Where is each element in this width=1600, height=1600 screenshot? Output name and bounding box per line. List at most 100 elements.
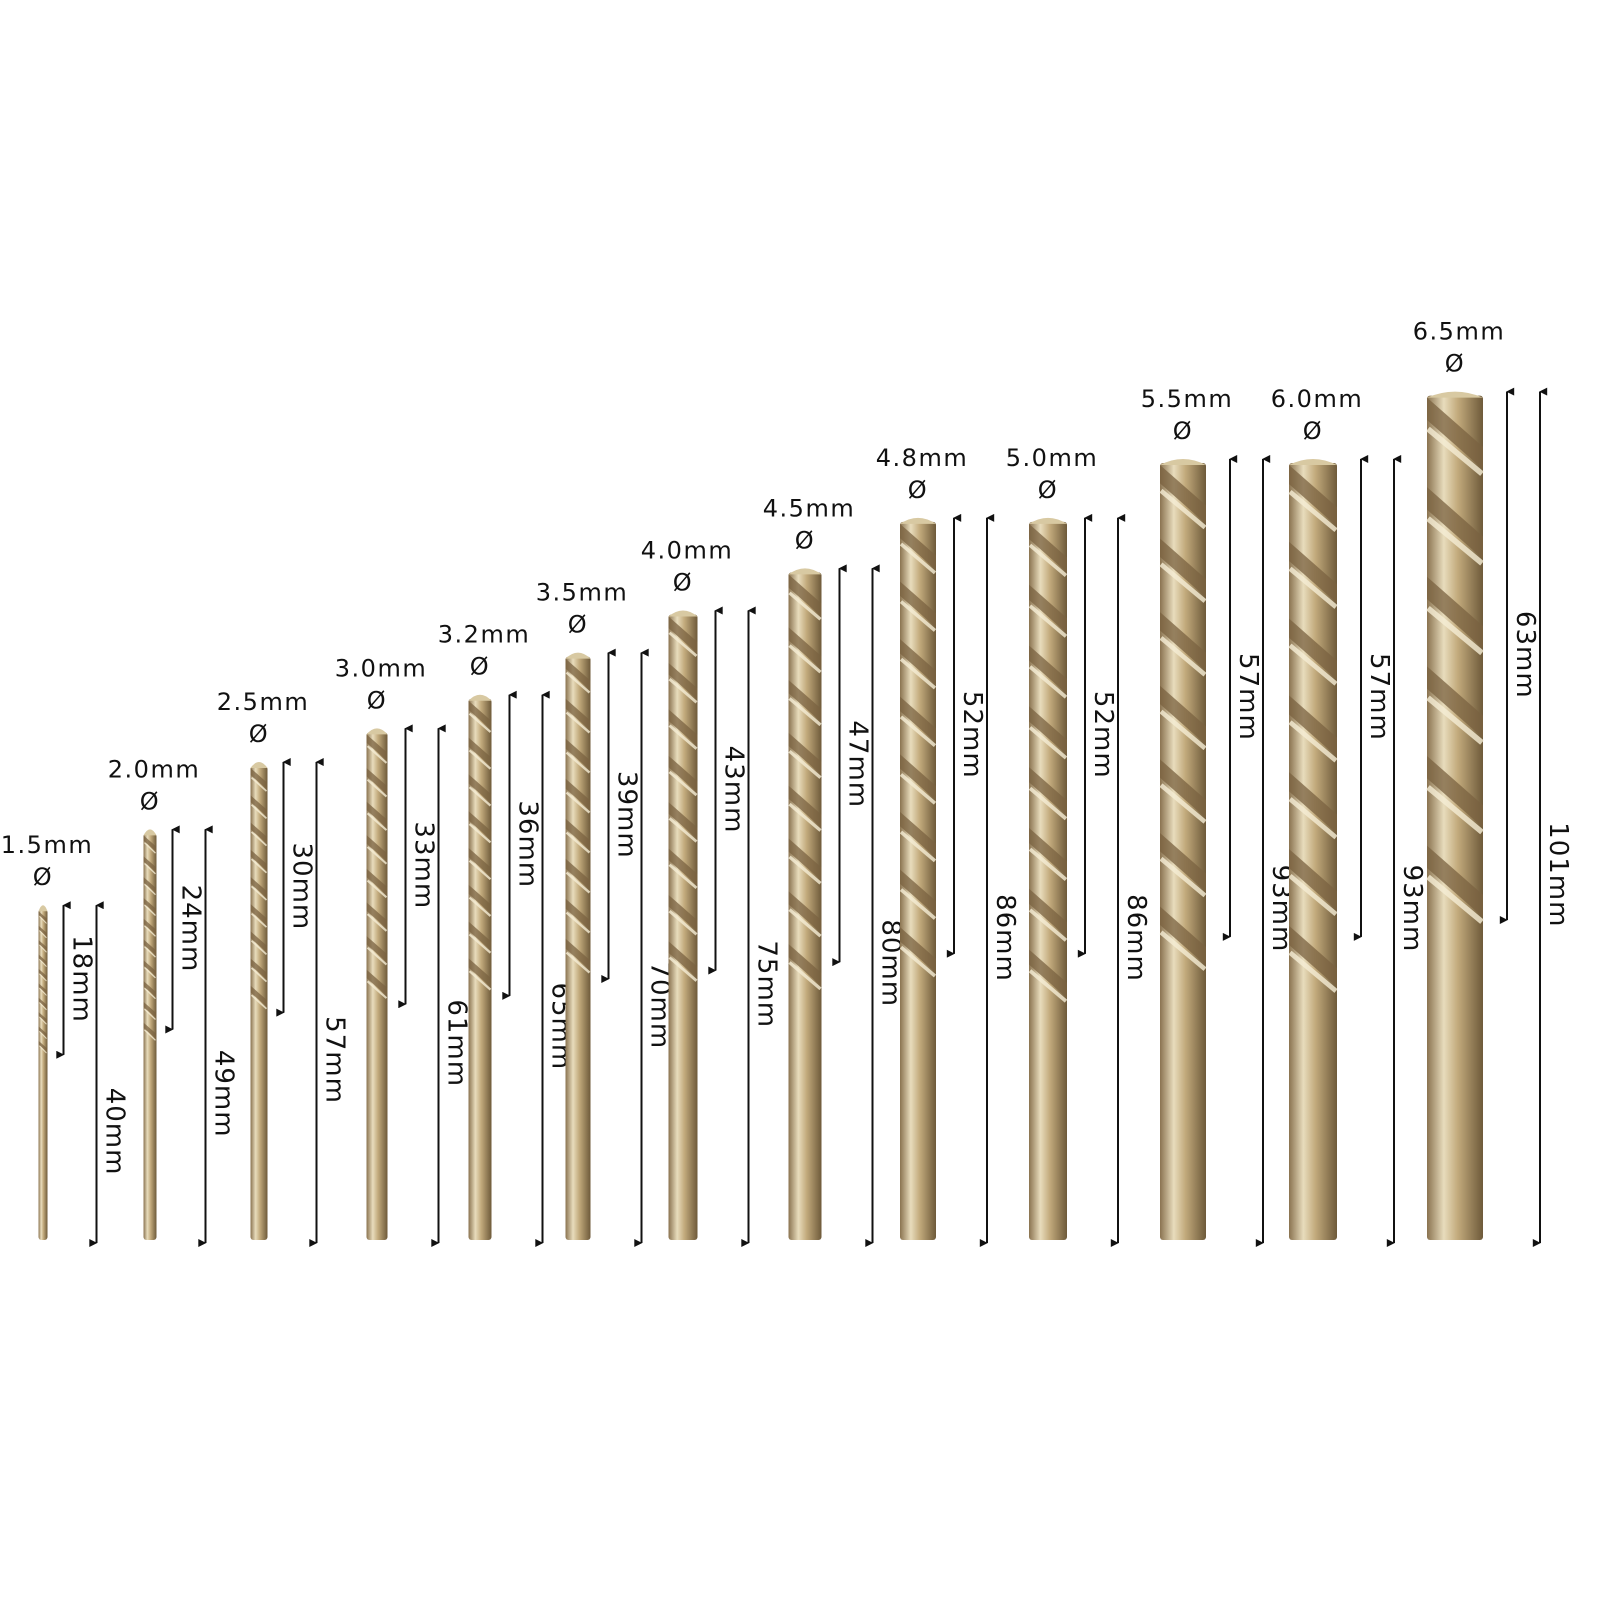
drill-bit-flute-highlight: [899, 945, 937, 978]
drill-bit-flute: [1160, 538, 1206, 598]
drill-bit-flute: [1029, 706, 1067, 755]
drill-bit-flute-highlight: [39, 959, 47, 967]
drill-bit-flute: [366, 734, 388, 762]
diameter-label: 2.0mm: [108, 755, 200, 783]
diameter-label: 5.5mm: [1141, 385, 1233, 413]
drill-bit-flute: [38, 925, 48, 938]
drill-bit-flute-highlight: [788, 697, 822, 727]
diameter-label: 6.0mm: [1271, 385, 1363, 413]
drill-bit-flute-highlight: [250, 940, 268, 956]
total-length-label: 61mm: [442, 999, 472, 1087]
drill-bit-flute-highlight: [668, 724, 698, 750]
drill-bit-flute: [1427, 397, 1483, 470]
drill-bit-flute: [565, 778, 591, 811]
drill-bit-tip: [38, 905, 48, 912]
drill-bit-flute-highlight: [565, 671, 591, 694]
drill-bit-flute-highlight: [1159, 488, 1207, 530]
drill-bit-flute: [900, 639, 936, 686]
drill-bit-flute-highlight: [1288, 873, 1338, 917]
drill-bit-flute: [1029, 949, 1067, 999]
drill-bit-flute-highlight: [144, 842, 156, 854]
drill-bit-tip: [250, 762, 268, 769]
drill-bit-group: 63mm 101mm 6.5mm Ø: [1413, 318, 1573, 1247]
drill-bit-flute: [38, 940, 48, 952]
diameter-label: 3.2mm: [438, 621, 530, 649]
flute-length-label: 47mm: [843, 720, 873, 808]
drill-bit-flute-highlight: [144, 1029, 156, 1041]
drill-bit-flute: [1029, 888, 1067, 938]
drill-bit-flute-highlight: [788, 802, 822, 832]
total-length-label: 40mm: [100, 1088, 130, 1176]
drill-bit-flute-highlight: [899, 830, 937, 863]
drill-bit-group: 52mm 86mm 5.0mm Ø: [1006, 444, 1151, 1247]
drill-bit-flute: [668, 755, 698, 793]
drill-bit-flute: [38, 983, 48, 995]
drill-bit-flute-highlight: [144, 946, 156, 958]
drill-bit-flute-highlight: [668, 678, 698, 704]
drill-bit-flute: [900, 811, 936, 858]
drill-bit-flute: [788, 944, 822, 987]
drill-bit-flute: [668, 848, 698, 886]
drill-bit-flute: [143, 1001, 157, 1019]
drill-bit-flute: [788, 838, 822, 881]
drill-bit-tip: [468, 694, 492, 701]
drill-bit-flute-highlight: [39, 930, 47, 939]
drill-bit-flute-highlight: [1028, 786, 1068, 821]
drill-bit-group: 57mm 93mm 6.0mm Ø: [1271, 385, 1427, 1247]
total-length-label: 57mm: [320, 1016, 350, 1104]
drill-bit-flute: [250, 849, 268, 872]
drill-bit-flute-highlight: [39, 1045, 47, 1054]
drill-bit-group: 43mm 75mm 4.0mm Ø: [641, 537, 782, 1247]
drill-bit-flute-highlight: [1028, 604, 1068, 638]
drill-bit-flute: [1427, 666, 1483, 739]
drill-bit-flute-highlight: [668, 770, 698, 797]
drill-bit-flute: [143, 960, 157, 977]
drill-bit-flute: [38, 1012, 48, 1024]
drill-bit-flute-highlight: [899, 600, 937, 632]
drill-bit-flute-highlight: [250, 858, 268, 874]
total-length-label: 49mm: [209, 1050, 239, 1138]
drill-bit-flute-highlight: [1028, 908, 1068, 942]
drill-bit-flute-highlight: [468, 786, 492, 807]
flute-length-label: 33mm: [409, 821, 439, 909]
drill-bit-flute-highlight: [1028, 665, 1068, 699]
drill-bit-flute: [565, 858, 591, 891]
drill-bit-flute-highlight: [1159, 856, 1207, 898]
drill-bit-flute: [1427, 845, 1483, 918]
drill-bit-flute: [565, 818, 591, 851]
drill-bit-flute-highlight: [1159, 709, 1207, 751]
drill-bit-flute: [1029, 767, 1067, 816]
drill-bit-flute-highlight: [1426, 785, 1484, 835]
drill-bit-tip: [1427, 391, 1483, 398]
drill-bit-flute: [1160, 906, 1206, 966]
drill-bit-flute-highlight: [250, 831, 268, 847]
drill-bit-tip: [668, 610, 698, 617]
drill-bit-flute: [565, 938, 591, 971]
diameter-symbol: Ø: [1173, 417, 1193, 445]
drill-bit-flute: [1029, 584, 1067, 634]
drill-bit-flute: [38, 997, 48, 1010]
drill-bit-flute-highlight: [1288, 950, 1338, 993]
drill-bit-flute: [468, 811, 492, 841]
drill-bit-flute-highlight: [250, 804, 268, 820]
total-length-label: 93mm: [1397, 865, 1427, 953]
drill-bit-flute: [1160, 832, 1206, 892]
drill-bit-flute: [468, 921, 492, 951]
drill-bit-flute: [38, 1040, 48, 1053]
drill-bit-flute: [143, 939, 157, 957]
drill-bit-flute: [900, 754, 936, 801]
diameter-label: 4.5mm: [763, 494, 855, 522]
diameter-symbol: Ø: [673, 569, 693, 597]
drill-bit-flute-highlight: [366, 980, 388, 999]
drill-bit-flute: [788, 680, 822, 723]
drill-bit-group: 33mm 61mm 3.0mm Ø: [335, 654, 472, 1247]
drill-bit-flute-highlight: [144, 1008, 156, 1020]
drill-bit-flute-highlight: [250, 885, 268, 901]
drill-bit-flute: [366, 767, 388, 795]
drill-bit-flute-highlight: [565, 791, 591, 814]
drill-bit-flute-highlight: [899, 715, 937, 748]
drill-bit-flute-highlight: [39, 1002, 47, 1011]
diameter-symbol: Ø: [795, 526, 815, 554]
drill-bit-flute: [468, 700, 492, 731]
